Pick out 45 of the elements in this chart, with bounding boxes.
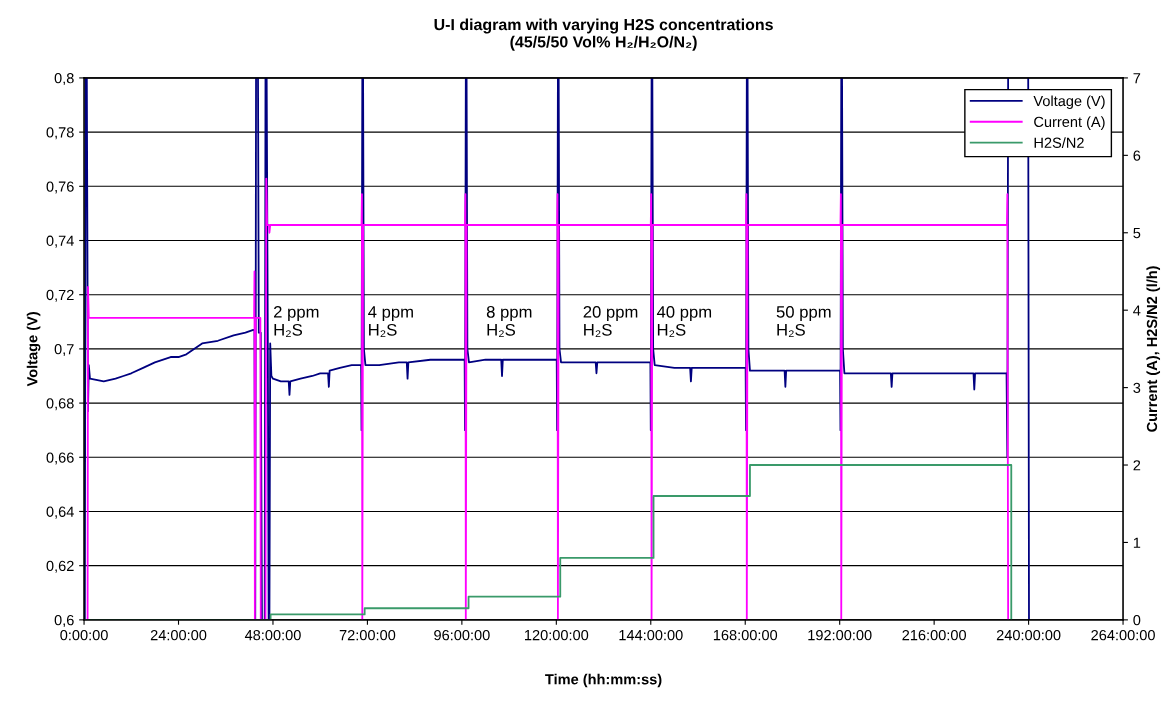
y2-tick-label: 1 [1133, 537, 1141, 548]
legend-label: Current (A) [1034, 116, 1105, 130]
y-tick-label: 0,62 [46, 560, 74, 573]
annotation: 2 ppm H₂S [273, 305, 319, 337]
y-axis-title: Voltage (V) [26, 312, 41, 387]
x-tick-label: 240:00:00 [996, 629, 1061, 641]
x-tick-label: 264:00:00 [1091, 629, 1155, 641]
y-tick-label: 0,72 [46, 289, 74, 302]
x-tick-label: 72:00:00 [339, 629, 396, 641]
annotation: 20 ppm H₂S [583, 305, 638, 337]
y2-tick-label: 7 [1133, 73, 1141, 84]
x-tick-label: 96:00:00 [434, 629, 490, 641]
y2-tick-label: 5 [1133, 228, 1141, 239]
x-tick-label: 216:00:00 [902, 629, 967, 641]
annotation: 40 ppm H₂S [656, 305, 712, 337]
legend-label: H2S/N2 [1034, 137, 1084, 148]
x-tick-label: 120:00:00 [525, 629, 589, 641]
line-series [84, 177, 1010, 620]
y-tick-label: 0,64 [46, 506, 74, 519]
x-tick-label: 48:00:00 [244, 629, 301, 641]
chart-title: U-I diagram with varying H2S concentrations (45/5/50 Vol% H₂/H₂O/N₂) [434, 18, 773, 51]
y-tick-label: 0,68 [46, 398, 74, 411]
y-tick-label: 0,78 [46, 127, 74, 140]
y2-axis-title: Current (A), H2S/N2 (l/h) [1146, 266, 1161, 432]
y2-tick-label: 2 [1133, 460, 1141, 471]
legend-label: Voltage (V) [1033, 95, 1105, 110]
y2-tick-label: 0 [1133, 614, 1141, 626]
y-tick-label: 0,6 [54, 614, 74, 628]
y-tick-label: 0,74 [46, 235, 74, 248]
y-tick-label: 0,8 [54, 73, 74, 86]
x-axis-title: Time (hh:mm:ss) [545, 673, 662, 688]
x-tick-label: 144:00:00 [619, 629, 683, 641]
x-tick-label: 24:00:00 [150, 629, 207, 641]
y-tick-label: 0,66 [46, 452, 74, 465]
y2-tick-label: 4 [1133, 305, 1141, 316]
y2-tick-label: 3 [1133, 382, 1141, 394]
y-tick-label: 0,76 [46, 181, 74, 194]
x-tick-label: 168:00:00 [713, 629, 778, 641]
y2-tick-label: 6 [1133, 150, 1141, 161]
y-tick-label: 0,7 [54, 343, 74, 357]
annotation: 50 ppm H₂S [776, 305, 831, 337]
annotation: 8 ppm H₂S [486, 305, 532, 337]
x-tick-label: 192:00:00 [808, 629, 872, 641]
x-tick-label: 0:00:00 [60, 629, 108, 641]
annotation: 4 ppm H₂S [368, 306, 413, 337]
